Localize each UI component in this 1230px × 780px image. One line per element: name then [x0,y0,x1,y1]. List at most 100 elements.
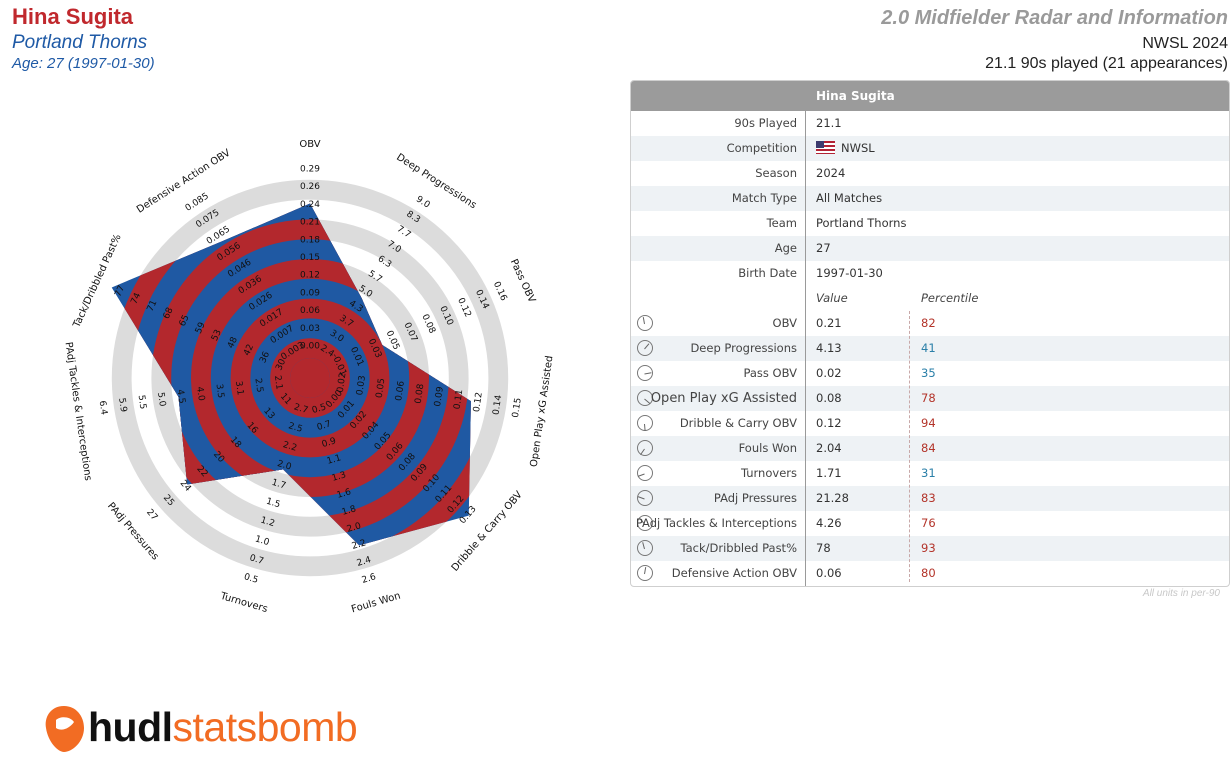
detail-row: Age 27 [631,236,1229,261]
tick-label: 59 [194,321,208,336]
stat-value: 1.71 [816,466,842,480]
stat-value: 78 [816,541,831,555]
detail-value-text: Portland Thorns [816,216,907,230]
tick-label: 65 [178,314,192,329]
tick-label: 0.12 [300,271,320,281]
hudl-statsbomb-logo: hudlstatsbomb [88,704,358,751]
stat-row: PAdj Pressures 21.28 83 [631,486,1229,511]
stat-row: PAdj Tackles & Interceptions 4.26 76 [631,511,1229,536]
stat-percentile: 80 [921,566,936,580]
stat-value: 4.26 [816,516,842,530]
stat-label: Deep Progressions [690,341,797,355]
tick-label: 2.1 [272,375,284,391]
tick-label: 2.5 [287,421,304,435]
stat-row: Turnovers 1.71 31 [631,461,1229,486]
info-table-player-name: Hina Sugita [816,89,895,103]
gauge-icon [637,440,653,456]
tick-label: 1.8 [341,504,358,518]
stat-value: 0.08 [816,391,842,405]
stat-percentile: 82 [921,316,936,330]
stat-value: 0.02 [816,366,842,380]
tick-label: 2.7 [293,402,310,416]
gauge-icon [637,415,653,432]
tick-label: 42 [242,343,256,358]
gauge-icon [637,565,653,581]
percentile-column-label: Percentile [921,291,979,305]
metric-label: Pass OBV [508,258,537,305]
stat-percentile: 78 [921,391,936,405]
detail-value: 2024 [816,161,845,186]
tick-label: 5.0 [155,392,167,408]
stat-percentile: 84 [921,441,936,455]
metric-label: Tack/Dribbled Past% [71,233,124,331]
detail-row: Season 2024 [631,161,1229,186]
tick-label: 0.5 [311,402,328,416]
tick-label: 0.08 [414,383,427,405]
stat-percentile: 83 [921,491,936,505]
radar-title: 2.0 Midfielder Radar and Information [881,7,1228,29]
detail-label: Competition [726,141,797,155]
detail-row: 90s Played 21.1 [631,111,1229,136]
tick-label: 0.5 [243,572,260,586]
tick-label: 0.7 [316,419,333,433]
tick-label: 1.2 [259,516,276,530]
radar-chart: 0.00 0.03 0.06 0.09 0.12 0.15 0.18 0.21 0.24 0.26… [62,139,555,616]
tick-label: 1.3 [331,470,348,484]
stat-label: Pass OBV [743,366,797,380]
stat-label: Tack/Dribbled Past% [680,541,797,555]
tick-label: 0.7 [248,553,265,567]
stat-row: Fouls Won 2.04 84 [631,436,1229,461]
detail-label: Age [774,241,797,255]
stat-value: 0.21 [816,316,842,330]
gauge-icon [637,490,653,506]
tick-label: 1.1 [326,453,343,467]
stat-label: Open Play xG Assisted [650,391,797,406]
metric-label: OBV [299,139,320,150]
tick-label: 4.5 [175,389,187,405]
metric-label: Fouls Won [350,591,402,616]
stat-percentile: 41 [921,341,936,355]
detail-value-text: 27 [816,241,831,255]
tick-label: 77 [113,284,127,299]
value-column-label: Value [816,291,848,305]
stat-percentile: 31 [921,466,936,480]
tick-label: 36 [258,350,272,365]
statsbomb-logo-icon [45,706,84,752]
tick-label: 0.05 [375,378,388,399]
tick-label: 5.5 [136,394,148,410]
stat-percentile: 76 [921,516,936,530]
team-name: Portland Thorns [12,32,148,53]
detail-value: 21.1 [816,111,842,136]
tick-label: 0.12 [472,392,485,413]
stat-row: OBV 0.21 82 [631,311,1229,336]
gauge-icon [637,465,653,481]
detail-row: Team Portland Thorns [631,211,1229,236]
tick-label: 0.26 [300,182,320,192]
table-divider [805,111,806,586]
detail-label: 90s Played [734,116,797,130]
us-flag-icon [816,141,835,154]
gauge-icon [637,515,653,531]
detail-label: Match Type [731,191,797,205]
detail-label: Team [766,216,797,230]
tick-label: 0.24 [300,200,320,210]
stat-percentile: 35 [921,366,936,380]
tick-label: 0.03 [355,375,368,396]
stat-value: 0.06 [816,566,842,580]
age-line: Age: 27 (1997-01-30) [12,55,155,72]
stat-label: Dribble & Carry OBV [679,416,797,430]
detail-row: Competition NWSL [631,136,1229,161]
stat-row: Deep Progressions 4.13 41 [631,336,1229,361]
tick-label: 4.0 [194,386,206,402]
tick-label: 2.2 [281,440,298,454]
tick-label: 9.0 [414,195,432,211]
tick-label: 53 [210,328,224,343]
logo-hudl-text: hudl [88,704,173,750]
tick-label: 0.09 [433,386,446,408]
percentile-divider [909,311,910,582]
detail-value-text: 2024 [816,166,846,180]
detail-value: Portland Thorns [816,211,906,236]
info-table-header: Hina Sugita [631,81,1229,111]
stat-label: Defensive Action OBV [671,566,797,580]
logo-statsbomb-text: statsbomb [172,704,358,750]
